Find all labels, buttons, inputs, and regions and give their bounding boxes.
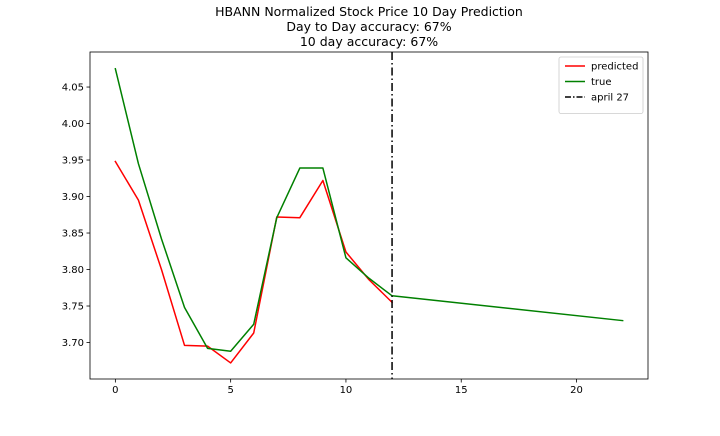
x-tick-label: 0 xyxy=(112,385,118,396)
legend: predicted true april 27 xyxy=(558,56,644,114)
legend-label: april 27 xyxy=(591,93,629,104)
legend-label: true xyxy=(591,77,612,88)
y-tick-label: 3.90 xyxy=(62,192,84,203)
x-tick-label: 5 xyxy=(227,385,233,396)
y-tick-label: 3.75 xyxy=(62,302,84,313)
y-tick-label: 3.80 xyxy=(62,265,84,276)
series-line-true xyxy=(114,67,624,353)
legend-box xyxy=(558,56,644,114)
x-axis: 0 5 10 15 20 xyxy=(112,379,583,396)
chart-title-line-1: HBANN Normalized Stock Price 10 Day Pred… xyxy=(215,4,523,19)
y-tick-label: 4.00 xyxy=(62,119,84,130)
y-tick-label: 3.95 xyxy=(62,156,84,167)
x-tick-label: 15 xyxy=(455,385,468,396)
y-tick-label: 3.70 xyxy=(62,338,84,349)
plot-area-frame xyxy=(89,51,649,380)
chart-title: HBANN Normalized Stock Price 10 Day Pred… xyxy=(215,4,523,49)
x-tick-label: 20 xyxy=(570,385,583,396)
chart-subtitle-ten-day-accuracy: 10 day accuracy: 67% xyxy=(300,34,438,49)
series-line-predicted xyxy=(114,160,394,364)
series-layer xyxy=(114,67,624,364)
y-axis: 3.70 3.75 3.80 3.85 3.90 3.95 4.00 4.05 xyxy=(62,83,90,349)
legend-label: predicted xyxy=(591,62,638,73)
x-tick-label: 10 xyxy=(340,385,353,396)
chart-subtitle-day-accuracy: Day to Day accuracy: 67% xyxy=(286,19,451,34)
y-tick-label: 3.85 xyxy=(62,229,84,240)
y-tick-label: 4.05 xyxy=(62,83,84,94)
